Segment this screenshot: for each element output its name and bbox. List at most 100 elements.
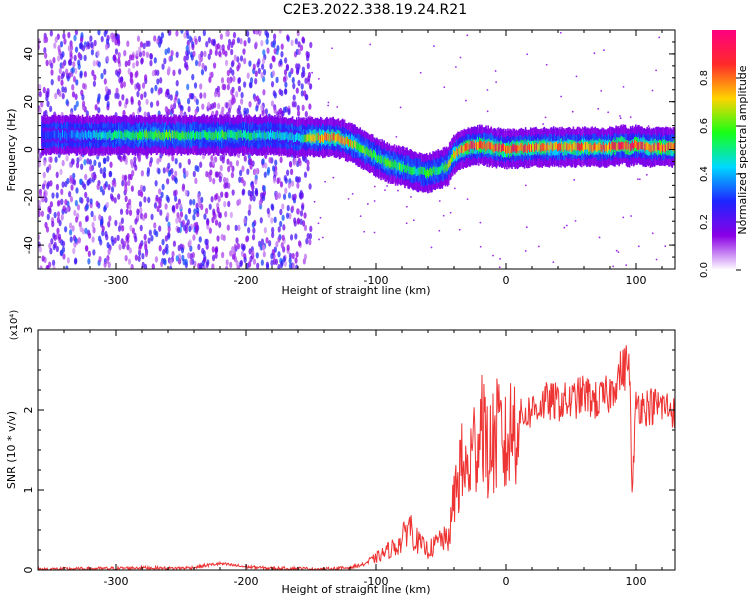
spectrogram-speckle [164, 48, 168, 56]
spectrogram-speckle [158, 87, 162, 94]
spectrogram-speckle [188, 239, 192, 246]
spectrogram-ridge-cell [296, 132, 298, 141]
spectrogram-speckle [262, 69, 267, 76]
spectrogram-speckle [211, 254, 216, 262]
spectrogram-ridge-cell [325, 132, 327, 140]
spectrogram-speckle [405, 222, 408, 225]
spectrogram-speckle [105, 38, 110, 45]
spectrogram-ridge-cell [330, 134, 332, 143]
spectrogram-speckle [306, 62, 310, 70]
spectrogram-ridge-cell [176, 130, 178, 138]
spectrogram-speckle [629, 116, 632, 119]
spectrogram-speckle [254, 70, 258, 77]
spectrogram-ridge-cell [53, 130, 56, 138]
spectrogram-speckle [289, 234, 294, 241]
spectrogram-ridge-cell [337, 133, 340, 141]
spectrogram-ridge-cell [461, 145, 463, 153]
spectrogram-speckle [265, 263, 270, 269]
spectrogram-ridge-cell [595, 143, 598, 152]
spectrogram-speckle [286, 34, 290, 41]
spectrogram-ridge-cell [62, 129, 64, 138]
spectrogram-ridge-cell [621, 141, 624, 150]
spectrogram-speckle [237, 85, 242, 93]
spectrogram-ridge-cell [508, 145, 510, 153]
spectrogram-speckle [49, 105, 53, 113]
spectrogram-ridge-cell [520, 143, 523, 151]
spectrogram-speckle [213, 194, 218, 201]
spectrogram-speckle [479, 245, 482, 248]
spectrogram-speckle [175, 80, 179, 87]
spectrogram-speckle [60, 239, 64, 246]
spectrogram-ridge-cell [473, 142, 476, 151]
spectrogram-speckle [124, 186, 128, 193]
spectrogram-ridge-cell [231, 130, 234, 138]
spectrogram-ridge-cell [71, 130, 73, 139]
spectrogram-ridge-cell [635, 140, 637, 148]
spectrogram-ridge-cell [668, 142, 670, 151]
spectrogram-ridge-cell [59, 132, 62, 141]
spectrogram-ridge-cell [133, 133, 136, 141]
spectrogram-speckle [453, 187, 456, 190]
spectrogram-ridge-cell [397, 161, 400, 170]
spectrogram-speckle [172, 69, 176, 77]
spectrogram-ridge-cell [54, 131, 57, 139]
spectrogram-ridge-cell [463, 145, 466, 153]
spectrogram-speckle [284, 187, 288, 194]
spectrogram-speckle [593, 52, 596, 55]
spectrogram-speckle [249, 77, 254, 84]
spectrogram-speckle [248, 260, 252, 267]
spectrogram-ridge-cell [469, 140, 472, 149]
spectrogram-ridge-cell [383, 158, 385, 167]
spectrogram-speckle [161, 63, 165, 70]
spectrogram-speckle [290, 180, 295, 187]
spectrogram-speckle [140, 93, 144, 100]
spectrogram-speckle [228, 99, 232, 106]
spectrogram-ridge-cell [386, 159, 389, 168]
spectrogram-speckle [41, 183, 46, 190]
spectrogram-ridge-cell [177, 131, 180, 140]
spectrogram-speckle [136, 90, 140, 98]
spectrogram-ridge-cell [73, 132, 76, 141]
spectrogram-ridge-cell [400, 163, 402, 171]
spectrogram-ridge-cell [395, 162, 398, 170]
spectrogram-ridge-cell [363, 145, 366, 154]
spectrogram-ridge-cell [592, 144, 594, 153]
spectrogram-ridge-cell [656, 142, 659, 151]
spectrogram-ridge-cell [262, 132, 265, 141]
spectrogram-speckle [52, 265, 56, 269]
spectrogram-speckle [135, 60, 139, 67]
spectrogram-speckle [84, 227, 88, 235]
spectrogram-speckle [221, 83, 225, 91]
spectrogram-speckle [225, 30, 229, 37]
spectrogram-ridge-cell [583, 144, 585, 153]
spectrogram-ridge-cell [257, 132, 260, 141]
spectrogram-speckle [73, 54, 77, 62]
spectrogram-speckle [138, 249, 142, 257]
spectrogram-ridge-cell [192, 130, 194, 139]
spectrogram-speckle [52, 259, 56, 267]
spectrogram-speckle [284, 177, 288, 184]
spectrogram-ridge-cell [213, 132, 216, 140]
spectrogram-speckle [59, 41, 64, 48]
spectrogram-speckle [60, 249, 64, 256]
spectrogram-speckle [174, 94, 178, 101]
spectrogram-speckle [129, 54, 133, 61]
spectrogram-speckle [304, 77, 308, 84]
spectrogram-speckle [216, 85, 221, 93]
spectrogram-ridge-cell [205, 131, 208, 140]
spectrogram-speckle [79, 225, 83, 233]
spectrogram-ridge-cell [294, 134, 297, 143]
spectrogram-ridge-cell [267, 131, 270, 139]
spectrogram-ridge-cell [432, 167, 434, 176]
spectrogram-speckle [263, 171, 267, 178]
spectrogram-speckle [83, 159, 87, 166]
spectrogram-ridge-cell [342, 136, 345, 144]
spectrogram-ridge-cell [117, 131, 119, 140]
spectrogram-ridge-cell [106, 131, 109, 140]
spectrogram-speckle [108, 215, 112, 222]
spectrogram-speckle [655, 69, 657, 72]
spectrogram-speckle [50, 78, 54, 86]
spectrogram-ridge-cell [104, 130, 107, 139]
spectrogram-speckle [301, 204, 305, 211]
